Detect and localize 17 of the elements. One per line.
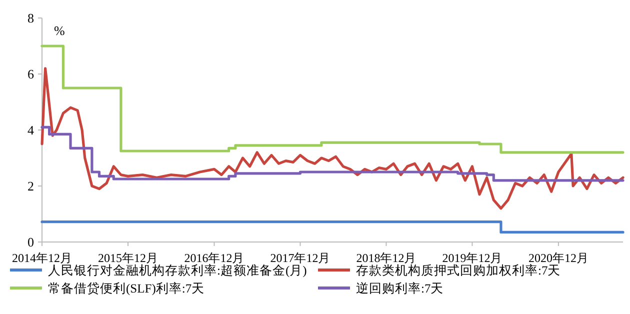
legend-label: 存款类机构质押式回购加权利率:7天 (356, 262, 561, 278)
y-tick-label: 2 (28, 178, 34, 194)
y-tick-label: 4 (28, 122, 34, 138)
legend-label: 人民银行对金融机构存款利率:超额准备金(月) (48, 262, 307, 278)
x-tick-label: 2020年12月 (528, 251, 588, 265)
x-tick-label: 2016年12月 (184, 251, 244, 265)
y-tick-label: 8 (28, 10, 34, 26)
y-tick-label: 0 (28, 234, 34, 250)
x-tick-label: 2017年12月 (270, 251, 330, 265)
x-tick-label: 2018年12月 (356, 251, 416, 265)
x-tick-label: 2014年12月 (12, 251, 72, 265)
legend-label: 常备借贷便利(SLF)利率:7天 (48, 280, 205, 296)
y-axis-title: % (54, 23, 65, 38)
legend-label: 逆回购利率:7天 (356, 280, 444, 296)
x-tick-label: 2019年12月 (442, 251, 502, 265)
y-tick-label: 6 (28, 66, 34, 82)
x-tick-label: 2015年12月 (98, 251, 158, 265)
